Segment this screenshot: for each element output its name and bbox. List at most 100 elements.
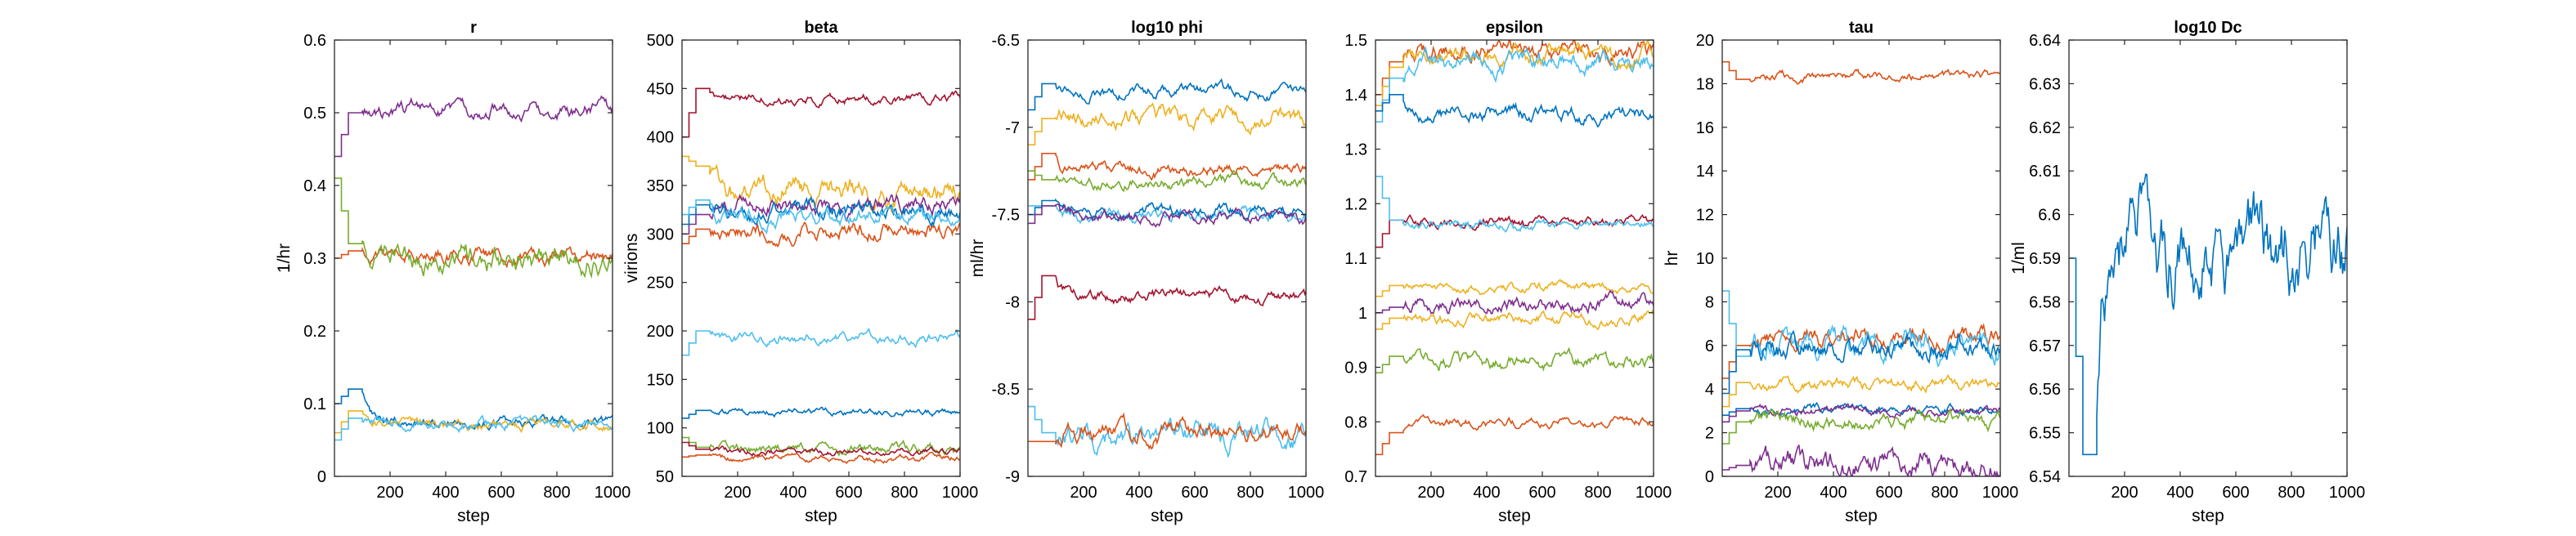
- chart-title: epsilon: [1486, 19, 1543, 37]
- y-tick-label: 450: [647, 80, 674, 98]
- y-tick-label: 1.2: [1344, 195, 1367, 213]
- y-tick-label: 500: [647, 32, 674, 50]
- y-tick-label: 1.3: [1344, 141, 1367, 159]
- y-tick-label: 6.62: [2029, 119, 2061, 137]
- x-tick-label: 400: [432, 484, 459, 502]
- y-tick-label: 0: [317, 468, 326, 486]
- series-trace-6: [682, 221, 960, 248]
- panel-3: 200 400 600 800 1000 -9 -8.5 -8 -7.5 -7 -6.5 log10 …: [968, 19, 1324, 525]
- y-tick-label: 0.5: [303, 105, 326, 123]
- y-tick-label: 4: [1705, 381, 1714, 399]
- y-tick-label: 6.61: [2029, 163, 2061, 181]
- series-trace-9: [1722, 444, 2000, 476]
- x-axis-label: step: [2192, 507, 2224, 525]
- y-axis-label: 1/hr: [275, 243, 294, 273]
- x-tick-label: 1000: [942, 484, 979, 502]
- series-trace-1: [682, 87, 960, 138]
- x-axis-label: step: [457, 507, 490, 525]
- series-trace-2: [682, 155, 960, 213]
- x-tick-label: 200: [1417, 484, 1444, 502]
- x-axis-label: step: [1151, 507, 1183, 525]
- x-tick-label: 1000: [1636, 484, 1672, 502]
- x-tick-label: 200: [1764, 484, 1791, 502]
- y-tick-label: 12: [1696, 207, 1714, 225]
- y-tick-label: 1.4: [1344, 87, 1367, 105]
- series-trace-4: [682, 195, 960, 228]
- series-group: [1722, 60, 2000, 476]
- series-trace-4: [1722, 329, 2000, 395]
- y-axis-label: ml/hr: [968, 239, 987, 278]
- series-trace-10: [1028, 412, 1306, 450]
- y-tick-label: 6.59: [2029, 250, 2061, 268]
- series-trace-8: [1722, 407, 2000, 444]
- y-tick-label: -8.5: [992, 381, 1020, 399]
- y-tick-label: 200: [647, 323, 674, 341]
- y-tick-label: 1: [1358, 305, 1367, 323]
- y-tick-label: 18: [1696, 75, 1714, 93]
- x-axis-label: step: [1498, 507, 1531, 525]
- series-trace-2: [334, 245, 613, 269]
- y-tick-label: 6.58: [2029, 293, 2061, 311]
- y-tick-label: 6.6: [2038, 207, 2061, 225]
- series-trace-9: [1376, 309, 1654, 331]
- y-tick-label: 350: [647, 177, 674, 195]
- series-trace-1: [334, 95, 613, 158]
- y-tick-label: 16: [1696, 119, 1714, 137]
- x-tick-label: 400: [779, 484, 806, 502]
- y-tick-label: 8: [1705, 293, 1714, 311]
- x-axis-label: step: [805, 507, 837, 525]
- series-trace-3: [1722, 290, 2000, 368]
- y-axis-label: 1/ml: [2009, 242, 2028, 275]
- x-tick-label: 800: [891, 484, 918, 502]
- y-tick-label: 6.64: [2029, 32, 2061, 50]
- x-tick-label: 600: [835, 484, 862, 502]
- series-trace-7: [1722, 402, 2000, 423]
- x-tick-label: 600: [1528, 484, 1555, 502]
- x-tick-label: 600: [487, 484, 514, 502]
- x-tick-label: 800: [1236, 484, 1263, 502]
- series-trace-3: [1376, 45, 1654, 123]
- series-trace-7: [682, 327, 960, 356]
- x-tick-label: 800: [543, 484, 570, 502]
- series-trace-9: [1028, 405, 1306, 458]
- chart-title: log10 Dc: [2174, 19, 2242, 37]
- series-trace-3: [1028, 153, 1306, 181]
- series-trace-2: [1028, 102, 1306, 145]
- series-trace-11: [682, 451, 960, 465]
- y-tick-label: 0.2: [303, 323, 326, 341]
- series-trace-4: [1028, 169, 1306, 193]
- x-tick-label: 600: [2222, 484, 2249, 502]
- axes-box: [681, 39, 961, 477]
- series-trace-6: [334, 414, 613, 441]
- x-tick-label: 1000: [595, 484, 631, 502]
- x-tick-label: 400: [1125, 484, 1152, 502]
- x-tick-label: 400: [1473, 484, 1500, 502]
- y-tick-label: 100: [647, 420, 674, 438]
- panel-2: 200 400 600 800 1000 50 100 150 200 250 300 350 400 4…: [622, 19, 978, 525]
- y-tick-label: 10: [1696, 250, 1714, 268]
- series-trace-1: [1722, 60, 2000, 85]
- y-tick-label: -9: [1005, 468, 1020, 486]
- axes-box: [1375, 39, 1654, 477]
- y-tick-label: 0: [1705, 468, 1714, 486]
- series-group: [1028, 78, 1306, 458]
- series-trace-3: [334, 177, 613, 279]
- x-tick-label: 800: [1931, 484, 1958, 502]
- series-group: [334, 95, 613, 441]
- y-tick-label: 6.57: [2029, 337, 2061, 355]
- y-tick-label: -8: [1005, 293, 1020, 311]
- panel-4: 200 400 600 800 1000 0.7 0.8 0.9 1 1.1 1.2 1.3 1.4 1.…: [1344, 19, 1672, 525]
- series-trace-5: [334, 409, 613, 434]
- y-tick-label: -7.5: [992, 207, 1020, 225]
- series-trace-4: [334, 388, 613, 431]
- x-tick-label: 200: [376, 484, 403, 502]
- series-trace-8: [682, 406, 960, 419]
- y-tick-label: 1.5: [1344, 32, 1367, 50]
- series-trace-5: [1722, 373, 2000, 408]
- series-trace-8: [1028, 275, 1306, 320]
- y-tick-label: 0.3: [303, 250, 326, 268]
- series-trace-6: [1722, 401, 2000, 418]
- x-tick-label: 1000: [2329, 484, 2366, 502]
- series-trace-1: [2069, 173, 2347, 456]
